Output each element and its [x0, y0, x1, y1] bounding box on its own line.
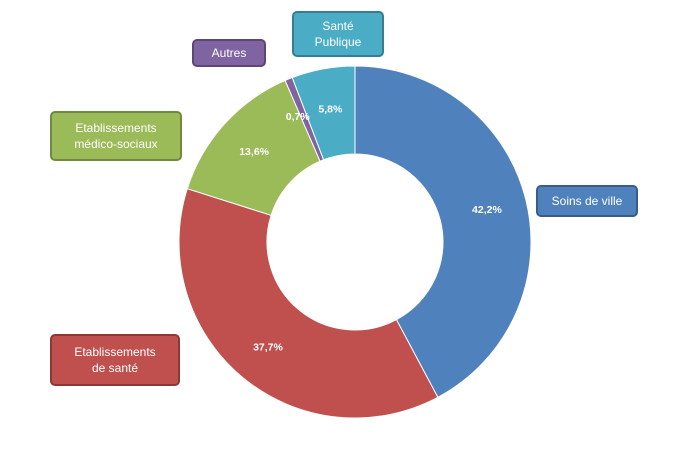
callout-soins-de-ville: Soins de ville — [536, 185, 638, 217]
callout-box-sante-publique — [292, 11, 384, 57]
callout-box-autres — [192, 39, 266, 67]
callout-etablissements-medico-sociaux: Etablissements médico-sociaux — [50, 111, 182, 161]
callout-box-etablissements-medico-sociaux — [50, 111, 182, 161]
callout-sante-publique: Santé Publique — [292, 11, 384, 57]
percent-label-etablissements-medico-sociaux: 13,6% — [239, 146, 269, 158]
percent-labels-group: 42,2% 37,7% 13,6% 0,7% 5,8% — [239, 103, 502, 353]
callout-box-etablissements-de-sante — [50, 334, 180, 386]
callout-etablissements-de-sante: Etablissements de santé — [50, 334, 180, 386]
callout-text-etablissements-medico-sociaux-line-1: Etablissements — [75, 121, 156, 135]
percent-label-sante-publique: 5,8% — [318, 103, 343, 115]
callout-text-sante-publique-line-1: Santé — [322, 19, 354, 33]
callout-autres: Autres — [192, 39, 266, 67]
slice-etablissements-de-sante — [178, 188, 439, 419]
slice-sante-publique — [291, 65, 356, 161]
percent-label-soins-de-ville: 42,2% — [472, 204, 502, 216]
callout-box-soins-de-ville — [536, 185, 638, 217]
callout-text-autres-line-1: Autres — [212, 46, 247, 60]
slices-group — [178, 65, 532, 419]
callout-text-etablissements-medico-sociaux-line-2: médico-sociaux — [74, 137, 157, 151]
callout-text-etablissements-de-sante-line-1: Etablissements — [74, 345, 155, 359]
callout-text-etablissements-de-sante-line-2: de santé — [92, 361, 138, 375]
slice-soins-de-ville — [354, 65, 532, 398]
callout-text-soins-de-ville-line-1: Soins de ville — [552, 194, 623, 208]
percent-label-etablissements-de-sante: 37,7% — [253, 342, 283, 354]
callout-text-sante-publique-line-2: Publique — [315, 35, 362, 49]
percent-label-autres: 0,7% — [286, 111, 311, 123]
